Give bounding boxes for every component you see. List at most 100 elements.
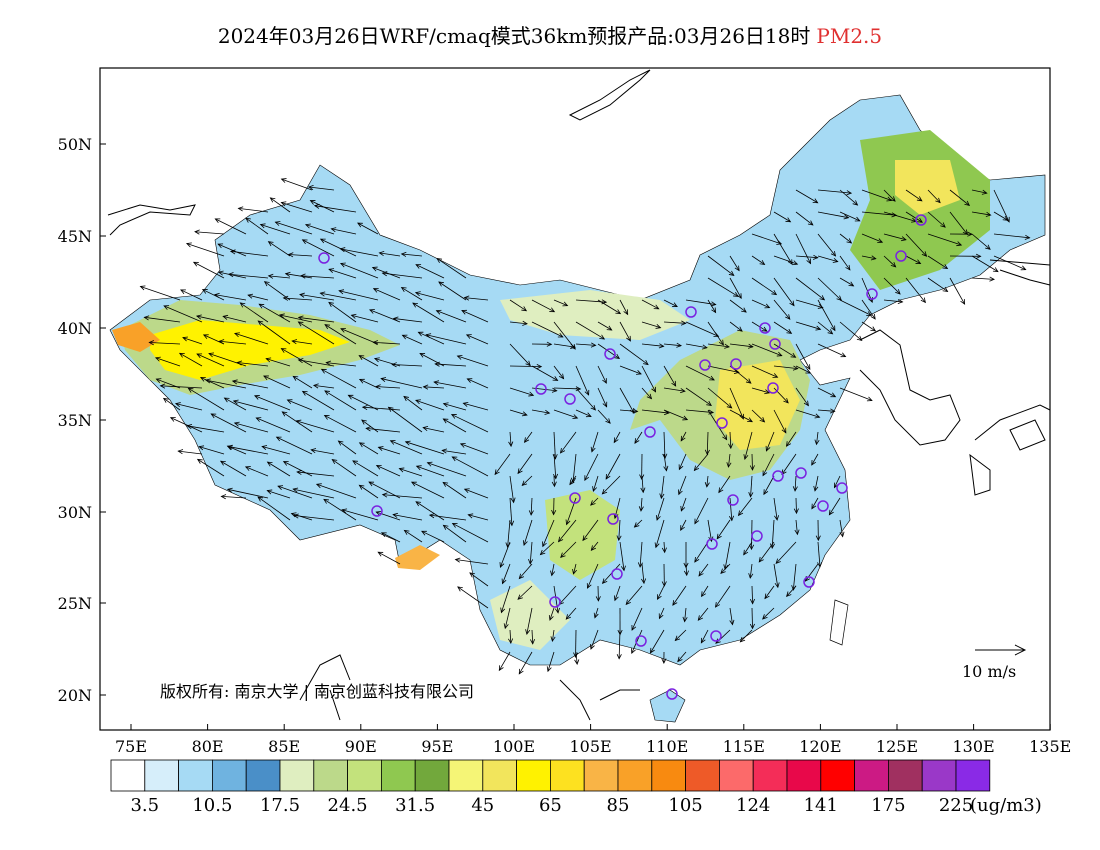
wind-arrow (227, 446, 269, 455)
wind-arrow (340, 328, 379, 345)
wind-arrow (260, 224, 291, 235)
wind-arrow (618, 629, 621, 659)
wind-arrow (927, 211, 946, 228)
wind-arrowhead (701, 591, 706, 598)
lat-tick-label: 30N (58, 503, 92, 522)
wind-arrowhead (223, 397, 230, 403)
wind-arrowhead (549, 307, 556, 313)
wind-arrow (287, 399, 313, 411)
wind-arrow (590, 497, 599, 506)
wind-arrowhead (292, 487, 299, 493)
concentration-field (109, 94, 1046, 723)
wind-arrowhead (466, 378, 473, 383)
wind-arrow (839, 255, 851, 271)
wind-arrowhead (503, 623, 509, 630)
wind-arrowhead (196, 353, 203, 359)
wind-arrowhead (499, 562, 505, 568)
wind-arrow (416, 465, 445, 477)
wind-arrow (316, 483, 357, 499)
wind-arrowhead (602, 401, 608, 408)
wind-arrow (728, 453, 731, 468)
wind-arrowhead (155, 378, 162, 383)
wind-arrow (434, 381, 467, 389)
wind-arrowhead (805, 368, 812, 374)
wind-arrow (553, 387, 581, 390)
wind-arrow (507, 519, 511, 548)
wind-arrow (816, 431, 819, 445)
wind-arrowhead (358, 442, 365, 448)
wind-arrowhead (299, 273, 306, 279)
wind-arrow (553, 343, 575, 348)
wind-arrowhead (214, 218, 221, 224)
wind-arrowhead (450, 414, 457, 419)
wind-arrowhead (199, 377, 206, 382)
wind-arrowhead (674, 635, 681, 642)
wind-arrowhead (232, 399, 239, 405)
wind-arrow (949, 277, 965, 305)
wind-arrow (677, 651, 687, 662)
wind-arrowhead (421, 530, 427, 536)
copyright-text: 版权所有: 南京大学 | 南京创蓝科技有限公司 (160, 682, 474, 701)
wind-arrow (971, 211, 991, 216)
wind-arrow (504, 607, 511, 629)
wind-arrow (839, 211, 860, 222)
wind-arrowhead (201, 289, 208, 294)
wind-arrowhead (169, 417, 176, 422)
wind-arrowhead (412, 302, 418, 308)
wind-arrowhead (739, 636, 746, 643)
wind-arrow (170, 417, 203, 433)
station-marker (772, 470, 784, 482)
wind-arrowhead (776, 351, 783, 357)
wind-arrow (438, 281, 467, 301)
wind-arrowhead (551, 509, 557, 516)
wind-arrowhead (653, 304, 660, 310)
wind-arrow (257, 496, 291, 521)
wind-arrowhead (180, 289, 186, 295)
station-marker (769, 338, 781, 350)
colorbar-swatch (854, 759, 889, 792)
wind-arrowhead (257, 320, 264, 326)
wind-arrowhead (163, 305, 170, 310)
station-marker (817, 500, 829, 512)
wind-arrow (348, 394, 379, 411)
wind-arrow (729, 299, 747, 313)
wind-arrowhead (227, 444, 233, 450)
wind-arrow (298, 321, 335, 345)
wind-arrowhead (775, 558, 781, 565)
wind-arrow (795, 255, 818, 259)
wind-arrow (575, 343, 596, 346)
wind-arrow (320, 292, 357, 301)
wind-arrowhead (749, 623, 755, 630)
wind-arrow (575, 365, 589, 396)
wind-arrow (332, 459, 357, 477)
wind-arrow (262, 446, 291, 455)
wind-arrow (641, 343, 664, 347)
wind-arrow (794, 475, 797, 491)
wind-arrowhead (593, 612, 599, 619)
wind-arrowhead (749, 598, 755, 605)
station-marker (371, 505, 383, 517)
wind-arrowhead (428, 513, 435, 519)
colorbar-label: 3.5 (130, 795, 159, 816)
wind-arrowhead (442, 402, 449, 408)
wind-arrow (751, 321, 768, 332)
wind-arrow (773, 563, 779, 588)
wind-arrow (625, 585, 643, 605)
title-main: 2024年03月26日WRF/cmaq模式36km预报产品:03月26日18时 (217, 24, 811, 48)
wind-arrowhead (897, 298, 904, 304)
wind-arrowhead (265, 357, 272, 363)
wind-arrow (199, 446, 225, 455)
wind-arrow (618, 519, 621, 541)
wind-arrowhead (442, 481, 449, 487)
wind-arrowhead (323, 415, 330, 420)
wind-arrow (584, 453, 599, 481)
wind-arrow (861, 255, 876, 260)
wind-arrow (698, 563, 709, 577)
wind-arrow (518, 563, 533, 579)
wind-arrowhead (280, 348, 287, 353)
wind-arrowhead (417, 331, 424, 337)
wind-arrow (655, 519, 665, 548)
wind-arrow (361, 419, 379, 433)
wind-arrowhead (557, 332, 564, 338)
wind-arrowhead (347, 394, 354, 400)
